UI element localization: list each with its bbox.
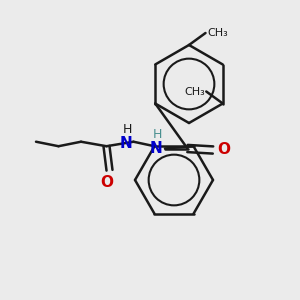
Text: N: N — [149, 141, 162, 156]
Text: O: O — [218, 142, 230, 158]
Text: CH₃: CH₃ — [207, 28, 228, 38]
Text: H: H — [123, 123, 132, 136]
Text: O: O — [100, 175, 113, 190]
Text: H: H — [153, 128, 162, 141]
Text: CH₃: CH₃ — [184, 86, 205, 97]
Text: N: N — [119, 136, 132, 151]
